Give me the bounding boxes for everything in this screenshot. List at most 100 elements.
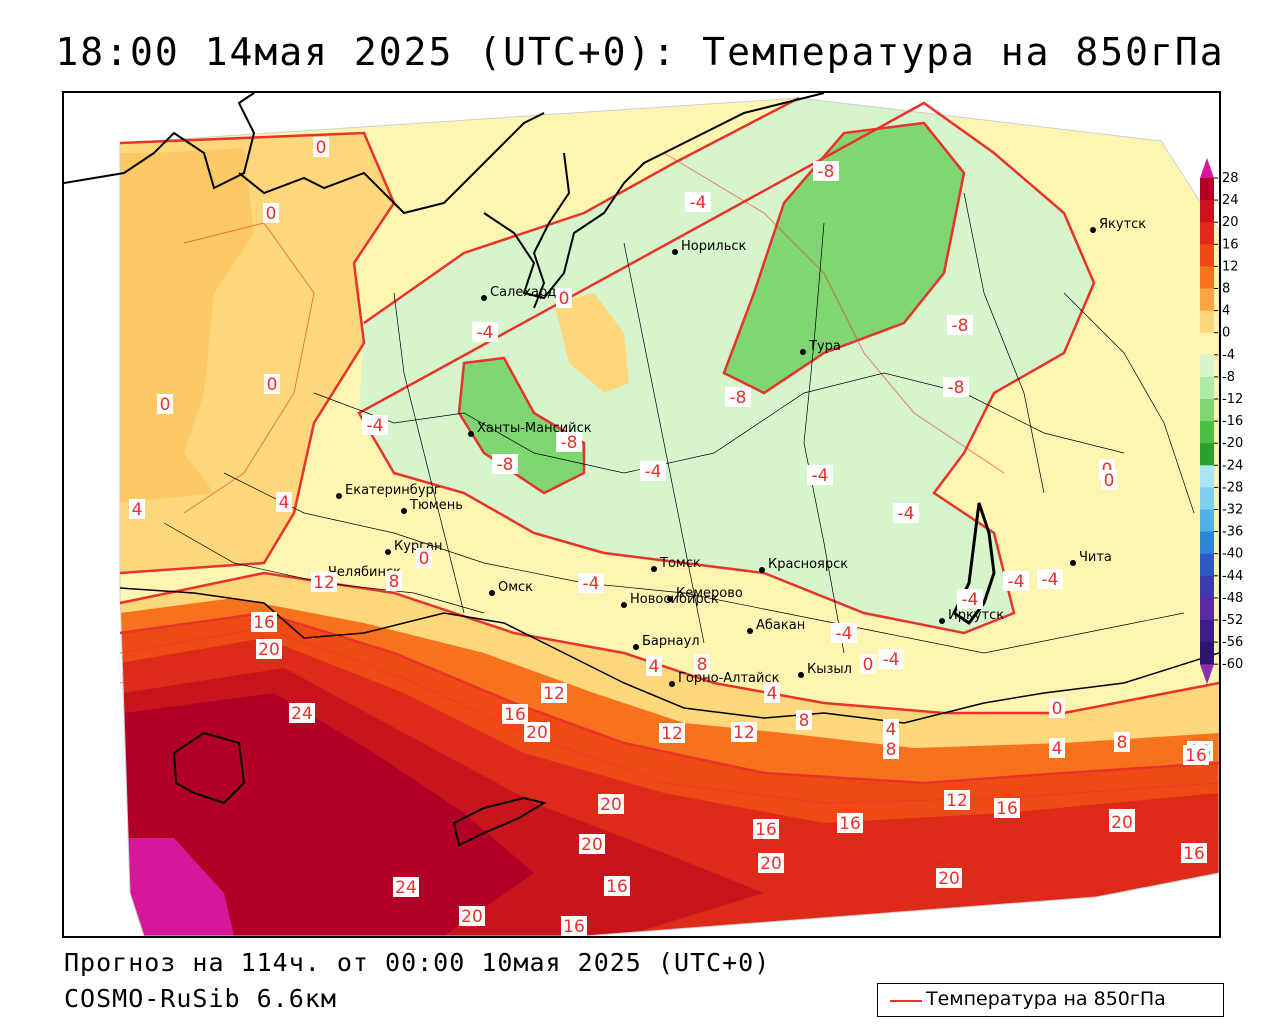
city-dot: [1090, 227, 1096, 233]
legend-box: Температура на 850гПа: [877, 983, 1224, 1017]
scale-swatch: [1200, 642, 1214, 665]
contour-label-bg: [753, 819, 779, 839]
forecast-info: Прогноз на 114ч. от 00:00 10мая 2025 (UT…: [64, 948, 771, 977]
contour-label: 0: [1104, 471, 1115, 491]
contour-label: 16: [253, 613, 275, 633]
contour-label-bg: [289, 703, 315, 723]
contour-label: 16: [1185, 746, 1207, 766]
contour-label: -4: [645, 462, 662, 482]
admin-borders: [163, 192, 1195, 654]
scale-tick-label: 16: [1222, 237, 1239, 252]
scale-tick-label: 8: [1222, 282, 1230, 297]
contour-label-bg: [1101, 470, 1117, 490]
scale-tick-label: -20: [1222, 436, 1243, 451]
scale-tick-label: 20: [1222, 215, 1239, 230]
contour-label: -4: [962, 590, 979, 610]
city-label: Тюмень: [409, 498, 463, 513]
contour-label: 4: [886, 720, 897, 740]
scale-swatch: [1200, 421, 1214, 444]
scale-swatch: [1200, 354, 1214, 378]
contour-label-bg: [659, 723, 685, 743]
scale-swatch: [1200, 443, 1214, 466]
scale-tick-label: -36: [1222, 525, 1243, 540]
temp-zone-minus8-khanty: [459, 358, 584, 493]
contour-label-bg: [947, 315, 973, 335]
contour-label-bg: [263, 203, 279, 223]
scale-top-arrow: [1200, 158, 1214, 178]
scale-swatch: [1200, 553, 1214, 577]
city-label: Иркутск: [948, 608, 1004, 623]
scale-swatch: [1200, 244, 1214, 267]
contour-label: 8: [697, 655, 708, 675]
contour-label: 16: [563, 917, 585, 936]
contour-label: 8: [799, 711, 810, 731]
contour-label-bg: [502, 704, 528, 724]
contour-label: 12: [733, 723, 755, 743]
contour-label-bg: [943, 377, 969, 397]
color-scale-bar: 28 24 20 16 12 8 4 0 -4 -8 -12 -16 -20 -24 -28 -32 -36 -4…: [1200, 158, 1243, 685]
contour-label-bg: [276, 492, 292, 512]
contour-label: 0: [419, 549, 430, 569]
city-label: Абакан: [756, 618, 805, 633]
city-label: Кемерово: [676, 586, 743, 601]
contour-label-bg: [579, 834, 605, 854]
legend-label: Температура на 850гПа: [926, 988, 1166, 1010]
city-dot: [621, 602, 627, 608]
contour-label: -4: [836, 624, 853, 644]
scale-swatch: [1200, 376, 1214, 400]
contour-label: 16: [839, 814, 861, 834]
scale-swatch: [1200, 465, 1214, 488]
contour-label-bg: [416, 548, 432, 568]
city-dot: [336, 493, 342, 499]
scale-swatch: [1200, 597, 1214, 621]
contour-label: -8: [818, 162, 835, 182]
contour-label: -4: [583, 574, 600, 594]
scale-tick-label: -48: [1222, 591, 1243, 606]
scale-swatch: [1200, 487, 1214, 510]
scale-tick-label: -4: [1222, 348, 1235, 363]
city-dot: [481, 295, 487, 301]
city-label: Якутск: [1099, 217, 1146, 232]
contour-label: -4: [367, 416, 384, 436]
contour-label: 16: [504, 705, 526, 725]
contour-label-bg: [556, 432, 582, 452]
temp-zone-above-28: [124, 838, 234, 936]
contour-label-bg: [556, 288, 572, 308]
scale-swatch: [1200, 288, 1214, 312]
contour-label-bg: [492, 454, 518, 474]
contour-label-bg: [393, 877, 419, 897]
contour-label-bg: [758, 853, 784, 873]
contour-label-bg: [646, 656, 662, 676]
scale-tick-label: -16: [1222, 414, 1243, 429]
city-label: Красноярск: [768, 557, 848, 572]
contour-label-bg: [936, 868, 962, 888]
contour-label-bg: [1037, 569, 1063, 589]
scale-tick-label: -24: [1222, 458, 1243, 473]
contour-label: -8: [730, 388, 747, 408]
contour-label: 0: [267, 375, 278, 395]
city-label: Тура: [808, 339, 841, 354]
contour-label: 20: [600, 795, 622, 815]
contour-label: -4: [690, 193, 707, 213]
scale-swatch: [1200, 200, 1214, 223]
scale-tick-label: -8: [1222, 370, 1235, 385]
city-dot: [401, 508, 407, 514]
contour-label-bg: [157, 394, 173, 414]
scale-tick-label: 4: [1222, 304, 1230, 319]
contour-label: 0: [266, 204, 277, 224]
contour-label-bg: [311, 572, 337, 592]
contour-label-bg: [524, 722, 550, 742]
city-dot: [669, 681, 675, 687]
scale-tick-label: 24: [1222, 193, 1239, 208]
map-panel: Норильск Якутск Салехард Тура Ханты-Мансийск…: [62, 91, 1221, 938]
temp-zone-minus8-region: [724, 123, 964, 393]
city-label: Горно-Алтайск: [678, 671, 780, 686]
scale-swatch: [1200, 222, 1214, 245]
scale-tick-label: -60: [1222, 657, 1243, 672]
scale-swatch: [1200, 509, 1214, 533]
city-label: Чита: [1079, 550, 1112, 565]
contour-value-labels: 0000000000-4-4-4-4-4-4-4-4-4-4-4-4-8-8-8…: [129, 137, 1213, 936]
scale-swatch: [1200, 332, 1214, 356]
contour-label: 12: [946, 791, 968, 811]
scale-swatch: [1200, 620, 1214, 643]
